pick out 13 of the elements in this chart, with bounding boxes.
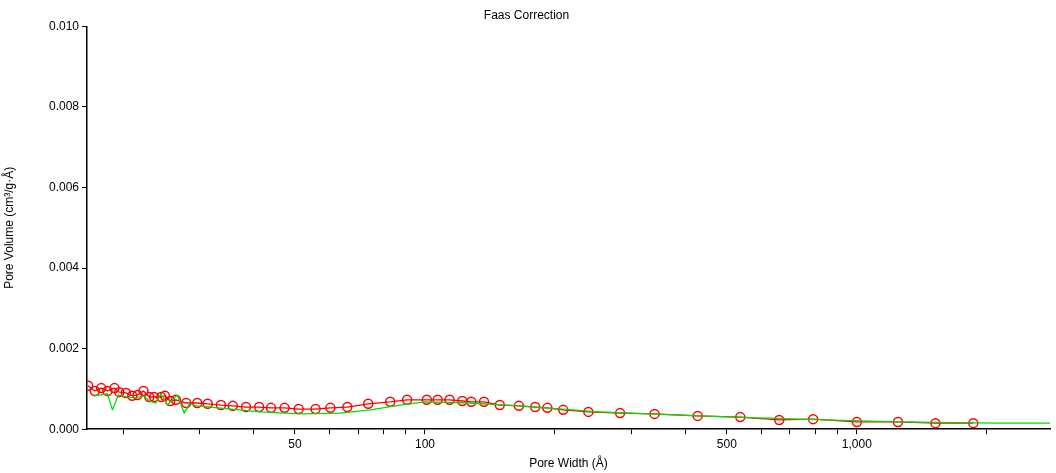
y-tick-label: 0.010 bbox=[48, 18, 80, 33]
y-tick-label: 0.006 bbox=[48, 179, 80, 194]
x-tick-label: 500 bbox=[716, 436, 738, 451]
x-axis-title: Pore Width (Å) bbox=[529, 455, 608, 471]
y-tick-label: 0.008 bbox=[48, 99, 80, 114]
x-tick-label: 1,000 bbox=[841, 436, 873, 451]
x-tick-label: 50 bbox=[288, 436, 302, 451]
y-tick-label: 0.000 bbox=[48, 421, 80, 436]
y-axis-title: Pore Volume (cm³/g·Å) bbox=[0, 166, 16, 289]
x-tick-label: 100 bbox=[414, 436, 436, 451]
y-tick-label: 0.002 bbox=[48, 340, 80, 355]
chart-title: Faas Correction bbox=[483, 7, 570, 22]
y-tick-label: 0.004 bbox=[48, 260, 80, 275]
